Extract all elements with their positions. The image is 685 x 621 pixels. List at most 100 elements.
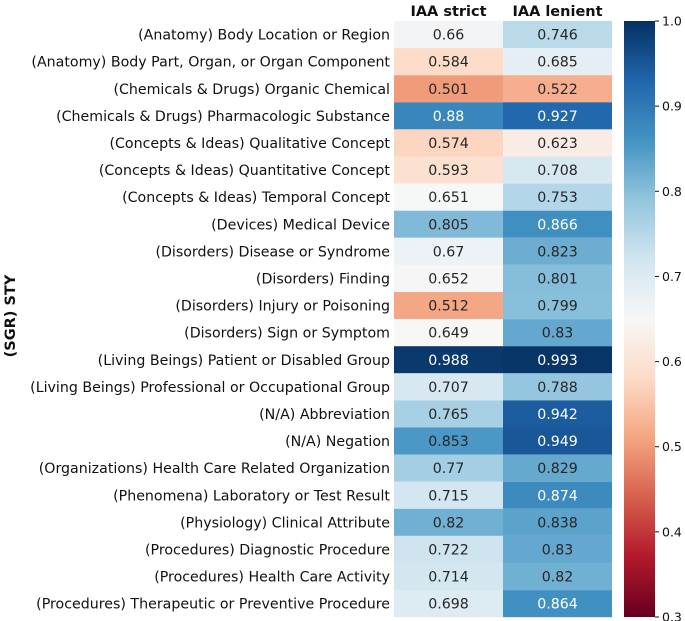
column-label: IAA lenient <box>512 4 602 20</box>
cell-value-label: 0.66 <box>433 28 465 44</box>
column-label: IAA strict <box>410 4 486 20</box>
row-label: (Chemicals & Drugs) Organic Chemical <box>113 82 390 98</box>
cell-value-label: 0.522 <box>537 82 578 98</box>
heatmap-cell <box>503 563 612 591</box>
row-label: (Disorders) Injury or Poisoning <box>175 299 390 315</box>
heatmap-cell <box>394 346 503 374</box>
row-label: (Concepts & Ideas) Temporal Concept <box>122 190 390 206</box>
heatmap-cell <box>503 346 612 374</box>
heatmap-cell <box>503 264 612 292</box>
row-label: (Procedures) Health Care Activity <box>154 570 390 586</box>
row-label: (Disorders) Disease or Syndrome <box>155 244 390 260</box>
cell-value-label: 0.685 <box>537 55 578 71</box>
cell-value-label: 0.651 <box>428 190 469 206</box>
cell-value-label: 0.82 <box>542 570 574 586</box>
cell-value-label: 0.753 <box>537 190 578 206</box>
heatmap-cell <box>394 183 503 211</box>
row-labels: (Anatomy) Body Location or Region (Anatom… <box>30 28 390 613</box>
heatmap-cell <box>394 129 503 157</box>
cell-value-label: 0.707 <box>428 380 469 396</box>
row-label: (Physiology) Clinical Attribute <box>180 515 390 531</box>
heatmap-cell <box>394 535 503 563</box>
colorbar-tick-label: 0.9 <box>662 99 682 114</box>
heatmap-cell <box>503 590 612 618</box>
row-label: (Devices) Medical Device <box>211 217 390 233</box>
heatmap-cell <box>503 21 612 49</box>
cell-value-label: 0.512 <box>428 299 469 315</box>
heatmap-cell <box>394 400 503 428</box>
colorbar-tick-label: 1.0 <box>662 14 682 29</box>
column-labels: IAA strict IAA lenient <box>410 4 602 20</box>
heatmap-cell <box>503 210 612 238</box>
cell-value-label: 0.83 <box>542 326 574 342</box>
colorbar-tick-label: 0.7 <box>662 269 682 284</box>
row-label: (N/A) Abbreviation <box>259 407 390 423</box>
row-label: (Disorders) Finding <box>256 271 390 287</box>
row-label: (Phenomena) Laboratory or Test Result <box>113 488 390 504</box>
heatmap-cell <box>503 156 612 184</box>
cell-value-label: 0.788 <box>537 380 578 396</box>
heatmap-cell <box>394 319 503 347</box>
cell-value-label: 0.993 <box>537 353 578 369</box>
cell-value-label: 0.805 <box>428 217 469 233</box>
cell-value-label: 0.584 <box>428 55 469 71</box>
heatmap-cell <box>394 481 503 509</box>
heatmap-cell <box>394 237 503 265</box>
cell-value-label: 0.823 <box>537 244 578 260</box>
heatmap-cell <box>394 508 503 536</box>
heatmap-cell <box>503 129 612 157</box>
cell-value-label: 0.714 <box>428 570 469 586</box>
heatmap-cells: 0.66 0.746 0.584 0.685 0.501 0.522 0.88 0.927 0.… <box>394 21 612 618</box>
heatmap-cell <box>394 102 503 130</box>
cell-value-label: 0.708 <box>537 163 578 179</box>
heatmap-cell <box>394 48 503 76</box>
cell-value-label: 0.838 <box>537 515 578 531</box>
colorbar-tick-label: 0.8 <box>662 184 682 199</box>
cell-value-label: 0.799 <box>537 299 578 315</box>
heatmap-cell <box>394 264 503 292</box>
cell-value-label: 0.765 <box>428 407 469 423</box>
heatmap-cell <box>503 400 612 428</box>
cell-value-label: 0.853 <box>428 434 469 450</box>
row-label: (Living Beings) Professional or Occupati… <box>30 380 390 396</box>
heatmap-cell <box>503 319 612 347</box>
colorbar-tick-label: 0.4 <box>662 524 682 539</box>
colorbar-tick-label: 0.5 <box>662 439 682 454</box>
cell-value-label: 0.649 <box>428 326 469 342</box>
cell-value-label: 0.82 <box>433 515 465 531</box>
y-axis-label: (SGR) STY <box>3 274 19 357</box>
heatmap-cell <box>394 563 503 591</box>
row-label: (Organizations) Health Care Related Orga… <box>39 461 390 477</box>
cell-value-label: 0.746 <box>537 28 578 44</box>
cell-value-label: 0.67 <box>433 244 465 260</box>
cell-value-label: 0.722 <box>428 542 469 558</box>
heatmap-cell <box>503 454 612 482</box>
heatmap-cell <box>394 292 503 320</box>
colorbar: 0.3 0.4 0.5 0.6 0.7 0.8 0.9 1.0 <box>624 14 682 621</box>
heatmap-cell <box>503 75 612 103</box>
heatmap-cell <box>394 373 503 401</box>
heatmap-cell <box>394 590 503 618</box>
heatmap-cell <box>503 535 612 563</box>
heatmap-cell <box>503 373 612 401</box>
heatmap-cell <box>394 454 503 482</box>
cell-value-label: 0.801 <box>537 271 578 287</box>
row-label: (Anatomy) Body Part, Organ, or Organ Com… <box>31 55 390 71</box>
heatmap-cell <box>394 75 503 103</box>
row-label: (Chemicals & Drugs) Pharmacologic Substa… <box>56 109 390 125</box>
cell-value-label: 0.698 <box>428 597 469 613</box>
row-label: (Anatomy) Body Location or Region <box>138 28 390 44</box>
heatmap-cell <box>503 508 612 536</box>
cell-value-label: 0.593 <box>428 163 469 179</box>
cell-value-label: 0.623 <box>537 136 578 152</box>
cell-value-label: 0.866 <box>537 217 578 233</box>
heatmap-cell <box>503 102 612 130</box>
cell-value-label: 0.927 <box>537 109 578 125</box>
colorbar-tick-label: 0.6 <box>662 354 682 369</box>
row-label: (Concepts & Ideas) Quantitative Concept <box>99 163 391 179</box>
cell-value-label: 0.715 <box>428 488 469 504</box>
row-label: (Disorders) Sign or Symptom <box>184 326 390 342</box>
cell-value-label: 0.874 <box>537 488 578 504</box>
row-label: (Concepts & Ideas) Qualitative Concept <box>109 136 390 152</box>
cell-value-label: 0.829 <box>537 461 578 477</box>
